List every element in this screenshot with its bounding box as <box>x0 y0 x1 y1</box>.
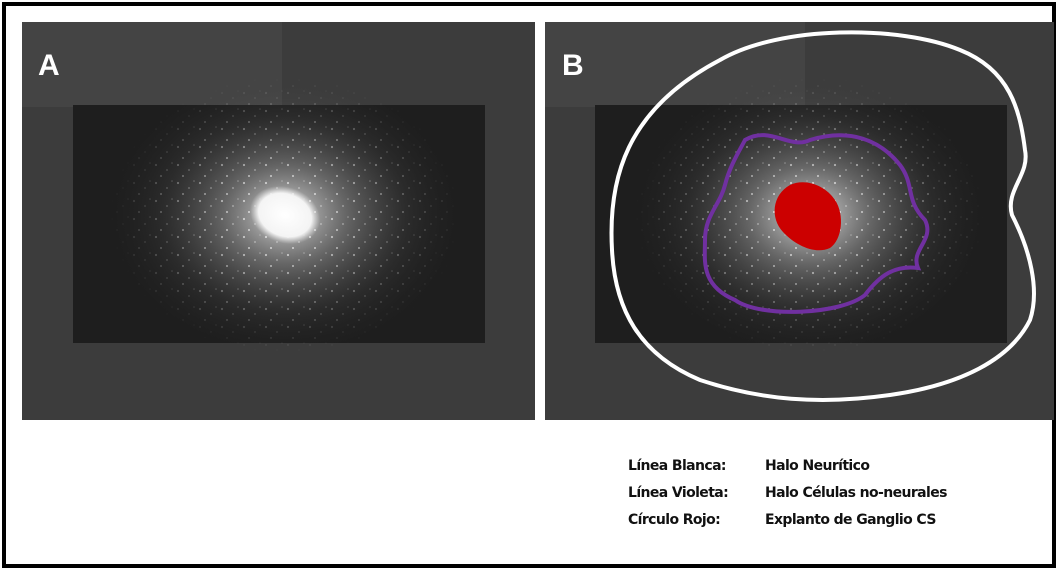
legend-description: Halo Neurítico <box>765 458 870 474</box>
legend-key: Línea Violeta: <box>628 485 728 501</box>
panel-label: A <box>38 49 60 82</box>
panel-b: B <box>545 22 1054 420</box>
legend-key: Círculo Rojo: <box>628 512 720 528</box>
figure-canvas: A B Línea Blanca: Halo Neurítico Línea V… <box>0 0 1056 570</box>
figure: A B Línea Blanca: Halo Neurítico Línea V… <box>0 0 1056 570</box>
panel-a: A <box>22 22 535 420</box>
legend-key: Línea Blanca: <box>628 458 726 474</box>
legend-description: Halo Células no-neurales <box>765 485 947 501</box>
legend-description: Explanto de Ganglio CS <box>765 512 936 528</box>
panel-label: B <box>562 49 584 82</box>
